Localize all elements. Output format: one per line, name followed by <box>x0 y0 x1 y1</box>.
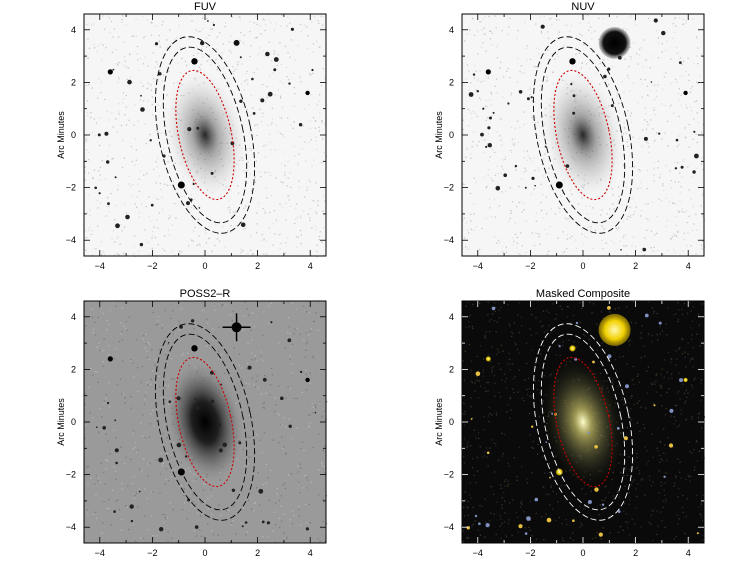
y-tick-label: −2 <box>66 183 76 193</box>
x-tick-label: 4 <box>308 548 313 558</box>
y-tick-label: 4 <box>449 312 454 322</box>
panel-title: Masked Composite <box>536 288 630 300</box>
y-tick-label: −4 <box>66 235 76 245</box>
galaxy <box>166 362 244 482</box>
x-tick-label: 2 <box>255 548 260 558</box>
x-tick-label: 0 <box>202 261 207 271</box>
y-tick-label: 0 <box>71 417 76 427</box>
x-tick-label: 2 <box>633 548 638 558</box>
x-tick-label: −4 <box>95 261 105 271</box>
x-tick-label: 4 <box>308 261 313 271</box>
x-tick-label: 2 <box>633 261 638 271</box>
y-tick-label: 0 <box>449 130 454 140</box>
y-tick-label: −2 <box>66 470 76 480</box>
y-tick-label: −4 <box>444 522 454 532</box>
bright-stars <box>107 313 310 476</box>
outer-ellipse <box>532 36 634 234</box>
panel-poss2r: −4 −2 0 2 4 4 2 0 −2 −4 POSS2–R Arc Minutes <box>56 288 328 558</box>
y-axis-label: Arc Minutes <box>434 111 444 159</box>
y-tick-label: 4 <box>71 25 76 35</box>
x-tick-label: −2 <box>525 548 535 558</box>
x-tick-label: 4 <box>686 548 691 558</box>
x-tick-label: −4 <box>473 261 483 271</box>
galaxy <box>161 67 249 203</box>
inner-ellipse <box>553 356 613 488</box>
background-stars <box>468 18 699 252</box>
y-tick-label: 2 <box>71 77 76 87</box>
middle-ellipse <box>540 333 626 511</box>
y-tick-label: −4 <box>66 522 76 532</box>
axis-ticks <box>84 301 326 543</box>
axis-ticks <box>462 14 704 256</box>
bright-stars <box>107 39 310 189</box>
y-tick-label: 4 <box>449 25 454 35</box>
aperture-ellipses <box>154 36 256 234</box>
panel-composite: −4 −2 0 2 4 4 2 0 −2 −4 Masked Composite Arc Minute… <box>434 288 705 558</box>
inner-ellipse <box>175 69 235 201</box>
y-tick-label: 0 <box>449 417 454 427</box>
y-tick-label: −2 <box>444 183 454 193</box>
panel-title: POSS2–R <box>180 288 231 300</box>
background-stars <box>466 306 699 537</box>
axis-ticks <box>84 14 326 256</box>
galaxy <box>539 354 627 490</box>
y-tick-label: 0 <box>71 130 76 140</box>
x-tick-label: 0 <box>580 548 585 558</box>
x-tick-label: 0 <box>580 261 585 271</box>
x-tick-label: −4 <box>473 548 483 558</box>
y-axis-label: Arc Minutes <box>56 398 66 446</box>
y-tick-label: 4 <box>71 312 76 322</box>
y-tick-label: −2 <box>444 470 454 480</box>
y-axis-label: Arc Minutes <box>434 398 444 446</box>
panel-title: NUV <box>571 1 595 13</box>
x-tick-label: 4 <box>686 261 691 271</box>
middle-ellipse <box>162 333 248 511</box>
x-tick-label: −2 <box>147 548 157 558</box>
background-stars <box>96 319 317 532</box>
x-tick-label: −2 <box>147 261 157 271</box>
x-tick-label: 0 <box>202 548 207 558</box>
y-tick-label: 2 <box>71 364 76 374</box>
galaxy <box>539 67 627 203</box>
y-tick-label: −4 <box>444 235 454 245</box>
aperture-ellipses <box>154 323 256 521</box>
outer-ellipse <box>154 36 256 234</box>
x-tick-label: 2 <box>255 261 260 271</box>
inner-ellipse <box>175 356 235 488</box>
panel-title: FUV <box>194 1 217 13</box>
x-tick-label: −4 <box>95 548 105 558</box>
axis-ticks <box>462 301 704 543</box>
background-stars <box>94 20 314 247</box>
y-tick-label: 2 <box>449 364 454 374</box>
outer-ellipse <box>154 323 256 521</box>
y-axis-label: Arc Minutes <box>56 111 66 159</box>
x-tick-label: −2 <box>525 261 535 271</box>
panel-fuv: −4 −2 0 2 4 4 2 0 −2 −4 FUV Arc Minutes <box>56 1 327 271</box>
aperture-ellipses <box>532 323 634 521</box>
noise-texture <box>462 301 705 544</box>
noise-texture <box>462 14 706 257</box>
bright-stars <box>485 26 688 189</box>
bright-stars <box>485 313 688 476</box>
middle-ellipse <box>540 46 626 224</box>
middle-ellipse <box>162 46 248 224</box>
outer-ellipse <box>532 323 634 521</box>
y-tick-label: 2 <box>449 77 454 87</box>
panel-nuv: −4 −2 0 2 4 4 2 0 −2 −4 NUV Arc Minutes <box>434 1 706 271</box>
